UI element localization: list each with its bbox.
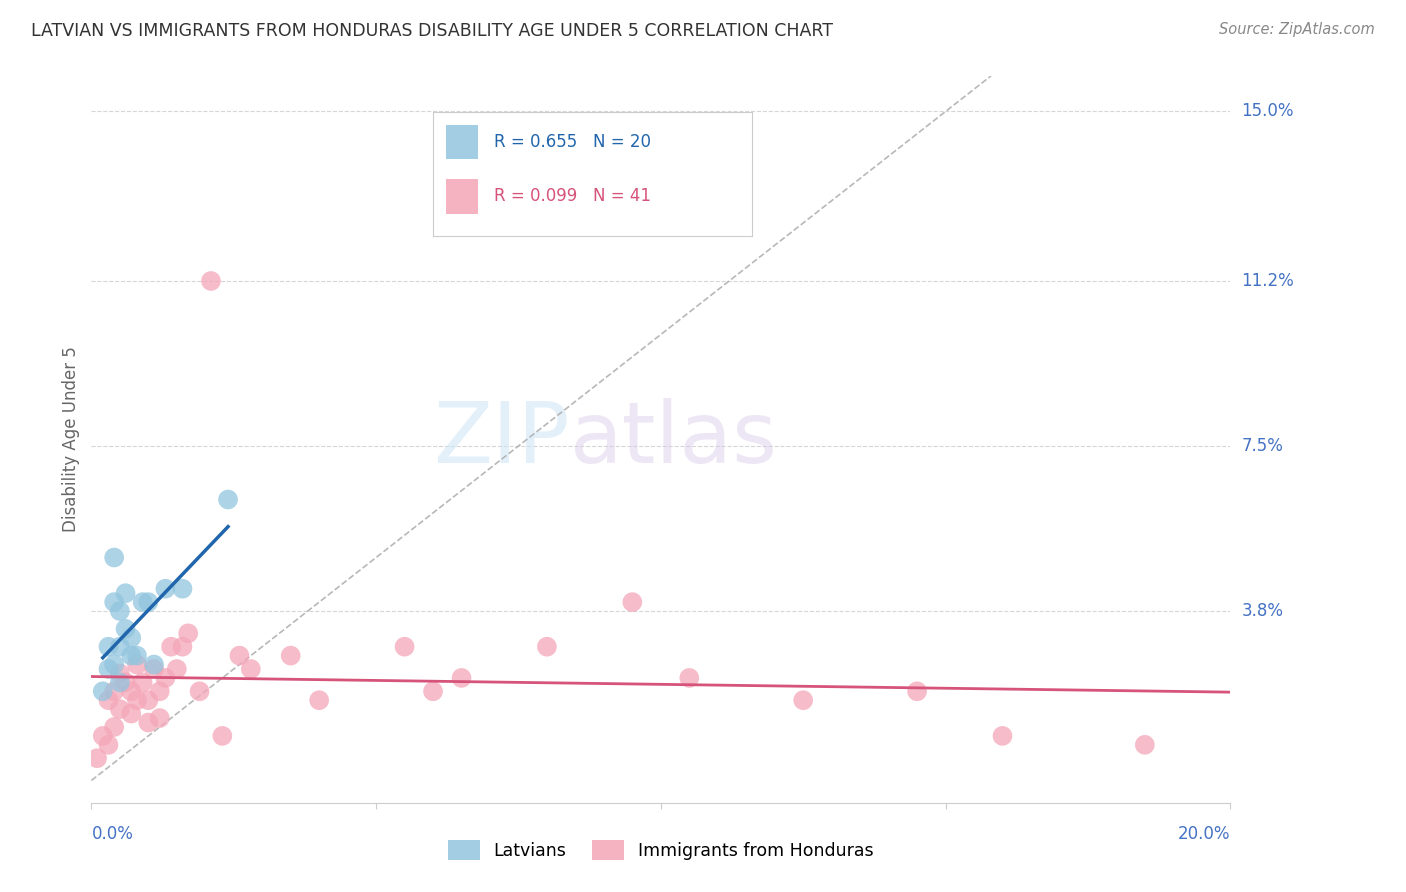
Text: 15.0%: 15.0% (1241, 103, 1294, 120)
Point (200, 274, 222, 288)
Text: ZIP: ZIP (433, 398, 569, 481)
Point (280, 648, 302, 663)
Point (97, 693, 120, 707)
Point (166, 662, 188, 676)
Point (103, 550, 125, 565)
Point (149, 711, 172, 725)
Point (103, 657, 125, 672)
Point (905, 684, 928, 698)
Point (155, 582, 177, 596)
Point (991, 729, 1014, 743)
Text: 0.0%: 0.0% (91, 824, 134, 843)
Point (138, 693, 160, 707)
Point (114, 586, 136, 600)
Point (143, 657, 166, 672)
Point (621, 595, 644, 609)
Point (97, 640, 120, 654)
Point (108, 640, 131, 654)
Point (108, 675, 131, 690)
Point (114, 622, 136, 636)
Point (217, 492, 239, 507)
Point (155, 671, 177, 685)
Point (422, 684, 444, 698)
Text: 3.8%: 3.8% (1241, 602, 1284, 620)
Point (678, 671, 700, 685)
Point (394, 640, 416, 654)
Point (131, 595, 153, 609)
Point (97, 738, 120, 752)
Point (149, 684, 172, 698)
Point (108, 666, 131, 681)
Text: 11.2%: 11.2% (1241, 272, 1294, 290)
Point (125, 657, 148, 672)
Legend: Latvians, Immigrants from Honduras: Latvians, Immigrants from Honduras (441, 833, 880, 867)
Text: 7.5%: 7.5% (1241, 437, 1284, 455)
Point (211, 729, 233, 743)
Point (172, 640, 194, 654)
Text: Source: ZipAtlas.com: Source: ZipAtlas.com (1219, 22, 1375, 37)
Point (103, 595, 125, 609)
Point (177, 626, 200, 640)
Text: atlas: atlas (569, 398, 778, 481)
Point (120, 706, 142, 721)
Point (792, 693, 814, 707)
Point (160, 640, 183, 654)
Point (536, 640, 558, 654)
Point (450, 671, 472, 685)
Text: LATVIAN VS IMMIGRANTS FROM HONDURAS DISABILITY AGE UNDER 5 CORRELATION CHART: LATVIAN VS IMMIGRANTS FROM HONDURAS DISA… (31, 22, 832, 40)
Point (120, 631, 142, 645)
Point (120, 648, 142, 663)
Point (91, 729, 114, 743)
Point (120, 684, 142, 698)
Point (86, 751, 108, 765)
Point (239, 662, 262, 676)
Point (143, 662, 166, 676)
Point (114, 675, 136, 690)
Point (131, 675, 153, 690)
Point (172, 582, 194, 596)
Point (138, 595, 160, 609)
Point (125, 648, 148, 663)
Point (228, 648, 250, 663)
Y-axis label: Disability Age Under 5: Disability Age Under 5 (62, 346, 80, 533)
Point (138, 715, 160, 730)
Point (308, 693, 330, 707)
Point (125, 693, 148, 707)
Point (1133, 738, 1156, 752)
Point (108, 702, 131, 716)
Point (188, 684, 211, 698)
Text: 20.0%: 20.0% (1178, 824, 1230, 843)
Point (97, 662, 120, 676)
Point (103, 720, 125, 734)
Point (108, 604, 131, 618)
Point (91, 684, 114, 698)
Point (103, 684, 125, 698)
